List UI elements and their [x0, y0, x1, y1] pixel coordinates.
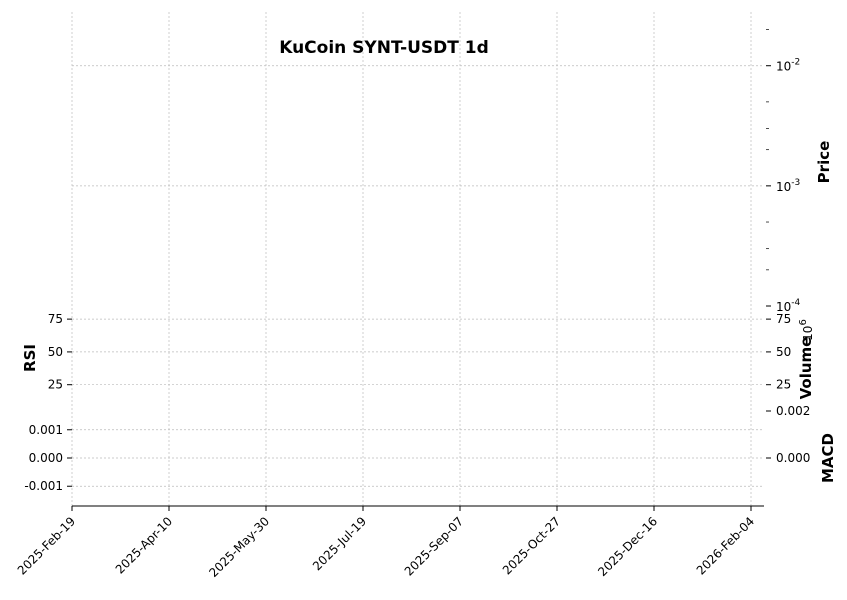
rsi-tick-label: 50 [48, 345, 63, 359]
volume-tick-label: 0.002 [776, 404, 810, 418]
x-tick-label: 2025-Dec-16 [595, 514, 660, 579]
macd-tick-label: 0.000 [29, 451, 63, 465]
macd-tick-label: -0.001 [24, 479, 63, 493]
volume-tick-label: 25 [776, 378, 791, 392]
x-tick-label: 2025-Sep-07 [402, 514, 466, 578]
x-tick-label: 2025-May-30 [206, 514, 272, 580]
macd-right-tick-label: 0.000 [776, 451, 810, 465]
grid-layer [71, 12, 764, 506]
x-tick-label: 2026-Feb-04 [694, 514, 757, 577]
price-tick-label: 10-3 [776, 178, 800, 194]
rsi-tick-label: 75 [48, 312, 63, 326]
x-tick-label: 2025-Feb-19 [15, 514, 78, 577]
volume-tick-label: 75 [776, 312, 791, 326]
macd-axis-label: MACD [819, 433, 837, 483]
volume-tick-label: 50 [776, 345, 791, 359]
axis-layer: 2025-Feb-19 2025-Apr-10 2025-May-30 2025-Ju… [15, 29, 815, 580]
volume-axis-label: Volume [797, 337, 815, 400]
x-tick-label: 2025-Jul-19 [310, 514, 369, 573]
x-tick-label: 2025-Oct-27 [500, 514, 563, 577]
rsi-tick-label: 25 [48, 378, 63, 392]
chart-title: KuCoin SYNT-USDT 1d [279, 38, 489, 58]
price-axis-label: Price [815, 141, 833, 184]
rsi-axis-label: RSI [21, 344, 39, 372]
x-tick-label: 2025-Apr-10 [113, 514, 175, 576]
macd-tick-label: 0.001 [29, 423, 63, 437]
price-tick-label: 10-2 [776, 58, 800, 74]
